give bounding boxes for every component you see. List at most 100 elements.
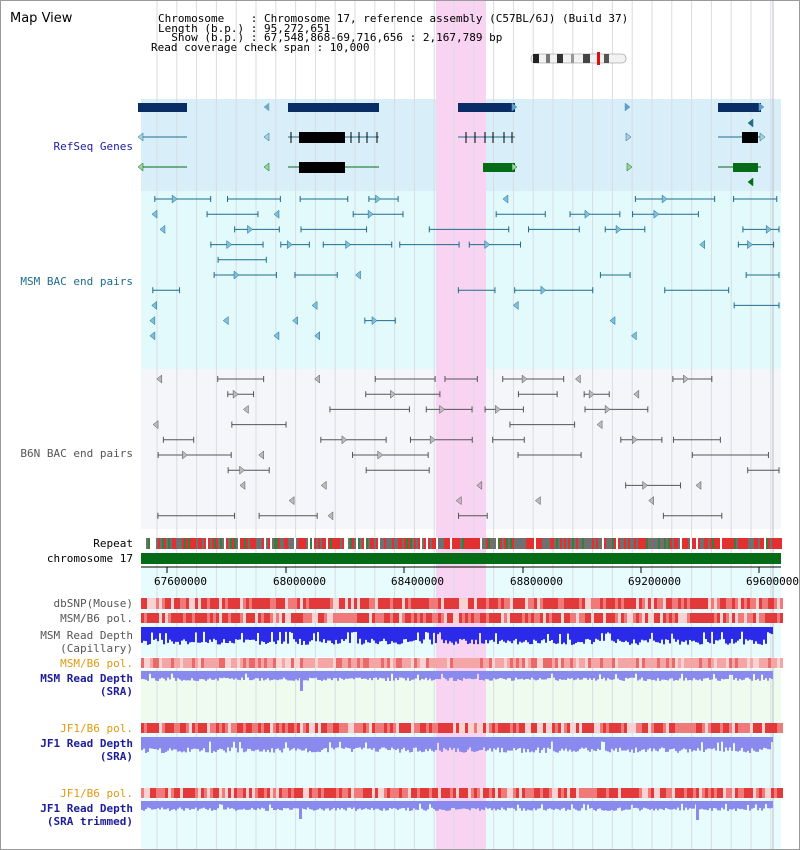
snp-density-cell — [162, 788, 165, 798]
track-label-jf1-b6-pol[interactable]: JF1/B6 pol. — [60, 722, 133, 735]
read-depth-bar — [637, 671, 639, 681]
read-depth-bar — [771, 627, 773, 635]
read-depth-bar — [545, 801, 547, 811]
read-depth-bar — [613, 671, 615, 680]
read-depth-bar — [747, 627, 749, 641]
repeat-segment — [238, 538, 240, 549]
repeat-segment — [200, 538, 202, 549]
snp-density-cell — [486, 723, 489, 733]
read-depth-bar — [717, 737, 719, 743]
snp-density-cell — [408, 613, 411, 623]
track-label-b6n-bac[interactable]: B6N BAC end pairs — [20, 447, 133, 460]
read-depth-bar — [235, 801, 237, 811]
snp-density-cell — [360, 723, 363, 733]
snp-density-cell — [204, 613, 207, 623]
read-depth-bar — [393, 737, 395, 750]
read-depth-bar — [241, 671, 243, 678]
read-depth-bar — [573, 801, 575, 809]
track-label-msm-b6-pol-2[interactable]: MSM/B6 pol. — [60, 657, 133, 670]
read-depth-bar — [265, 801, 267, 811]
read-depth-bar — [575, 801, 577, 810]
repeat-segment — [652, 538, 654, 549]
read-depth-bar — [175, 737, 177, 750]
track-label-msm-read-depth-cap[interactable]: MSM Read Depth — [40, 629, 133, 642]
read-depth-bar — [609, 737, 611, 753]
snp-density-cell — [297, 598, 300, 609]
read-depth-bar — [341, 627, 343, 640]
snp-density-cell — [486, 598, 489, 609]
read-depth-bar — [547, 627, 549, 634]
read-depth-bar — [353, 671, 355, 680]
read-depth-bar — [681, 627, 683, 642]
read-depth-bar — [457, 801, 459, 810]
repeat-segment — [482, 538, 484, 549]
snp-density-cell — [435, 658, 438, 668]
read-depth-bar — [355, 737, 357, 748]
read-depth-bar — [501, 627, 503, 640]
repeat-segment — [504, 538, 506, 549]
read-depth-bar — [445, 627, 447, 641]
read-depth-bar — [739, 737, 741, 751]
track-label-msm-read-depth-sra[interactable]: MSM Read Depth — [40, 672, 133, 685]
read-depth-bar — [729, 737, 731, 748]
read-depth-bar — [347, 671, 349, 679]
snp-density-cell — [342, 788, 345, 798]
snp-density-cell — [396, 723, 399, 733]
snp-density-cell — [747, 723, 750, 733]
repeat-segment — [508, 538, 510, 549]
snp-density-cell — [423, 788, 426, 798]
snp-density-cell — [462, 788, 465, 798]
track-label-jf1-b6-pol-2[interactable]: JF1/B6 pol. — [60, 787, 133, 800]
snp-density-cell — [429, 598, 432, 609]
read-depth-bar — [521, 627, 523, 643]
track-label-chromosome: chromosome 17 — [46, 552, 133, 565]
read-depth-bar — [171, 671, 173, 674]
ideogram-band — [604, 54, 609, 63]
read-depth-bar — [143, 627, 145, 641]
read-depth-bar — [531, 671, 533, 678]
read-depth-bar — [575, 671, 577, 680]
snp-density-cell — [309, 613, 312, 623]
read-depth-bar — [597, 671, 599, 680]
read-depth-bar — [409, 627, 411, 642]
read-depth-bar — [449, 737, 451, 748]
track-label-dbsnp[interactable]: dbSNP(Mouse) — [53, 597, 133, 610]
read-depth-bar — [691, 801, 693, 809]
read-depth-bar — [749, 801, 751, 811]
strand-arrow — [512, 300, 519, 310]
track-label-msm-b6-pol[interactable]: MSM/B6 pol. — [60, 612, 133, 625]
read-depth-bar — [149, 737, 151, 749]
track-label-jf1-read-depth-trim[interactable]: JF1 Read Depth — [40, 802, 133, 815]
snp-density-cell — [735, 613, 738, 623]
repeat-segment — [514, 538, 516, 549]
snp-density-cell — [777, 598, 780, 609]
read-depth-bar — [563, 801, 565, 808]
track-label-msm-bac[interactable]: MSM BAC end pairs — [20, 275, 133, 288]
track-label-jf1-read-depth-sra[interactable]: JF1 Read Depth — [40, 737, 133, 750]
snp-density-cell — [693, 788, 696, 798]
snp-density-cell — [396, 658, 399, 668]
repeat-segment — [214, 538, 216, 549]
read-depth-bar — [759, 801, 761, 808]
read-depth-bar — [383, 801, 385, 809]
repeat-segment — [510, 538, 512, 549]
snp-density-cell — [270, 788, 273, 798]
snp-density-cell — [195, 658, 198, 668]
read-depth-bar — [219, 627, 221, 645]
read-depth-bar — [187, 671, 189, 681]
read-depth-bar — [769, 627, 771, 634]
read-depth-bar — [667, 801, 669, 809]
snp-density-cell — [234, 788, 237, 798]
snp-density-cell — [759, 658, 762, 668]
repeat-segment — [638, 538, 640, 549]
read-depth-bar — [589, 801, 591, 809]
track-label-refseq[interactable]: RefSeq Genes — [53, 140, 133, 153]
read-depth-bar — [457, 671, 459, 680]
snp-density-cell — [510, 723, 513, 733]
snp-density-cell — [375, 598, 378, 609]
snp-density-cell — [609, 723, 612, 733]
track-label-repeat[interactable]: Repeat — [93, 537, 133, 550]
read-depth-bar — [751, 737, 753, 749]
read-depth-bar — [741, 737, 743, 748]
snp-density-cell — [612, 788, 615, 798]
